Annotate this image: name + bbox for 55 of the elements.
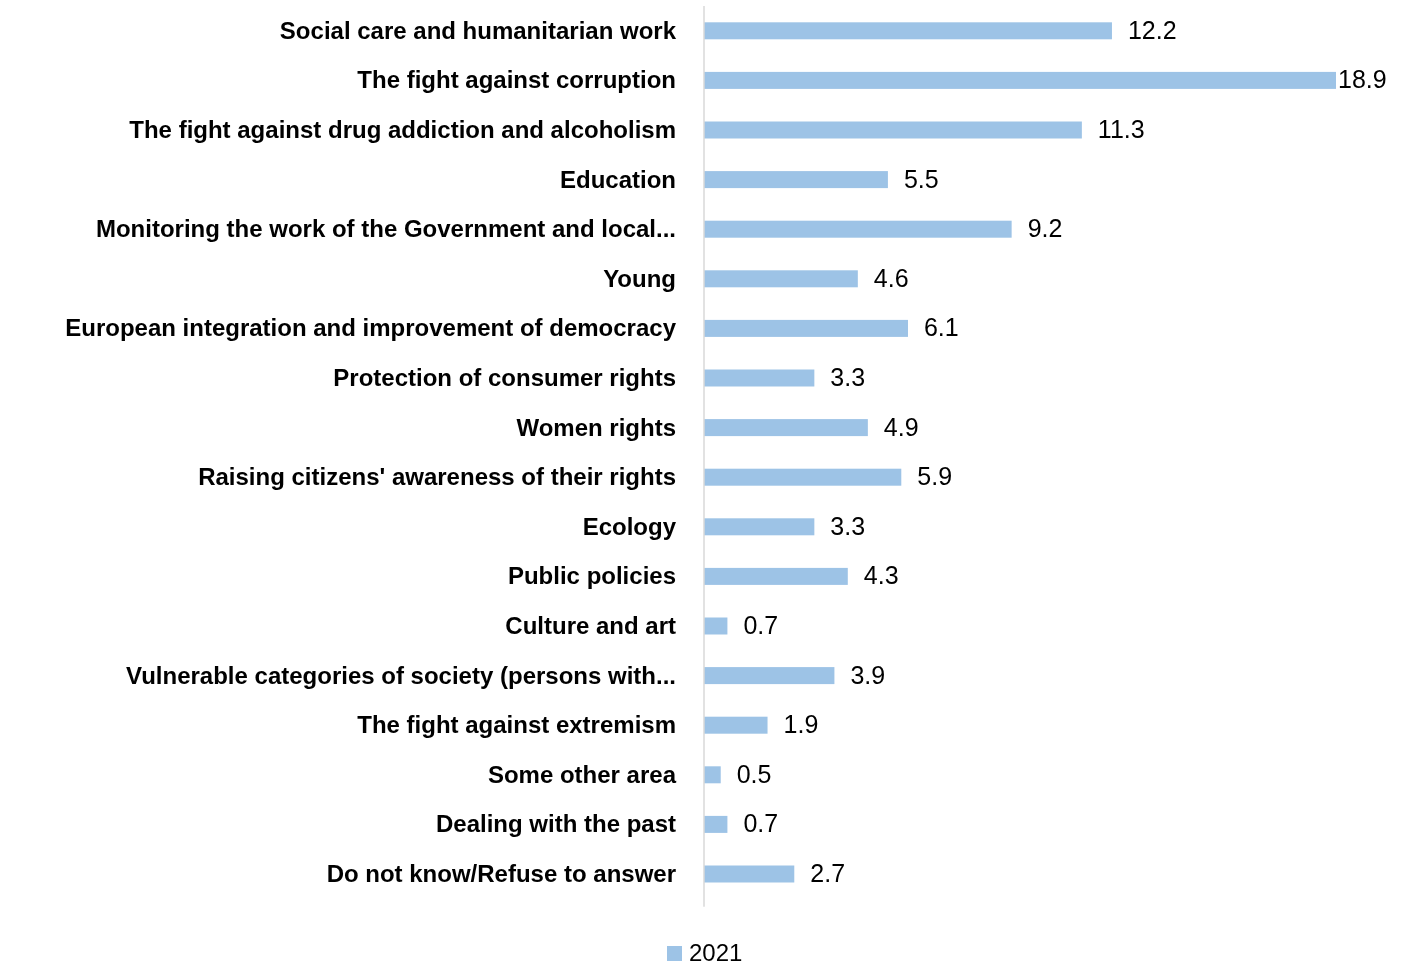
- data-label: 0.5: [736, 759, 772, 788]
- bar: [704, 319, 908, 337]
- data-label: 18.9: [1338, 65, 1387, 94]
- y-tick-label: Young: [603, 264, 676, 292]
- bar: [704, 419, 868, 437]
- y-tick-label: Dealing with the past: [435, 810, 676, 838]
- data-label: 4.9: [883, 412, 919, 441]
- y-tick-label: Education: [559, 165, 676, 193]
- bar: [704, 121, 1082, 139]
- data-label: 0.7: [743, 809, 779, 838]
- bar: [704, 815, 728, 833]
- bar: [704, 766, 721, 784]
- y-tick-label: Protection of consumer rights: [333, 364, 676, 391]
- bar: [704, 270, 858, 288]
- bar: [704, 369, 815, 387]
- bar: [704, 22, 1112, 40]
- y-tick-label: Women rights: [516, 413, 676, 441]
- data-label: 3.3: [830, 363, 866, 391]
- y-tick-label: European integration and improvement of democracy: [65, 314, 677, 342]
- y-tick-label: Monitoring the work of the Government and local...: [95, 215, 676, 243]
- y-tick-label: Social care and humanitarian work: [279, 16, 677, 44]
- bar: [704, 865, 795, 883]
- y-tick-label: Public policies: [507, 562, 676, 590]
- bar: [704, 71, 1336, 89]
- y-tick-label: The fight against drug addiction and alcoholism: [129, 116, 676, 143]
- data-label: 2.7: [810, 859, 846, 887]
- y-tick-label: Do not know/Refuse to answer: [326, 860, 676, 887]
- y-tick-label: Culture and art: [505, 612, 676, 639]
- bar: [704, 468, 902, 486]
- data-label: 12.2: [1127, 15, 1177, 44]
- y-tick-label: The fight against extremism: [357, 711, 676, 739]
- data-label: 4.6: [873, 263, 909, 292]
- bar: [704, 567, 848, 585]
- data-label: 1.9: [783, 710, 819, 739]
- data-label: 5.5: [903, 164, 939, 193]
- data-label: 3.9: [850, 660, 886, 689]
- bar: [704, 220, 1012, 238]
- data-label: 4.3: [863, 561, 899, 590]
- bar: [704, 617, 728, 635]
- y-tick-label: Raising citizens' awareness of their rights: [198, 463, 676, 491]
- y-tick-label: The fight against corruption: [357, 66, 676, 94]
- data-label: 5.9: [917, 462, 953, 491]
- data-label: 6.1: [923, 313, 959, 342]
- data-label: 11.3: [1097, 115, 1145, 143]
- data-label: 0.7: [743, 611, 779, 639]
- bar: [704, 667, 835, 685]
- bar: [704, 518, 815, 536]
- y-tick-label: Vulnerable categories of society (persons with...: [126, 661, 676, 689]
- data-label: 3.3: [830, 511, 866, 540]
- y-tick-label: Some other area: [487, 760, 677, 788]
- data-label: 9.2: [1027, 214, 1063, 243]
- legend-label: 2021: [689, 939, 743, 963]
- bar: [704, 716, 768, 734]
- y-tick-label: Ecology: [582, 512, 677, 540]
- bar: [704, 171, 888, 189]
